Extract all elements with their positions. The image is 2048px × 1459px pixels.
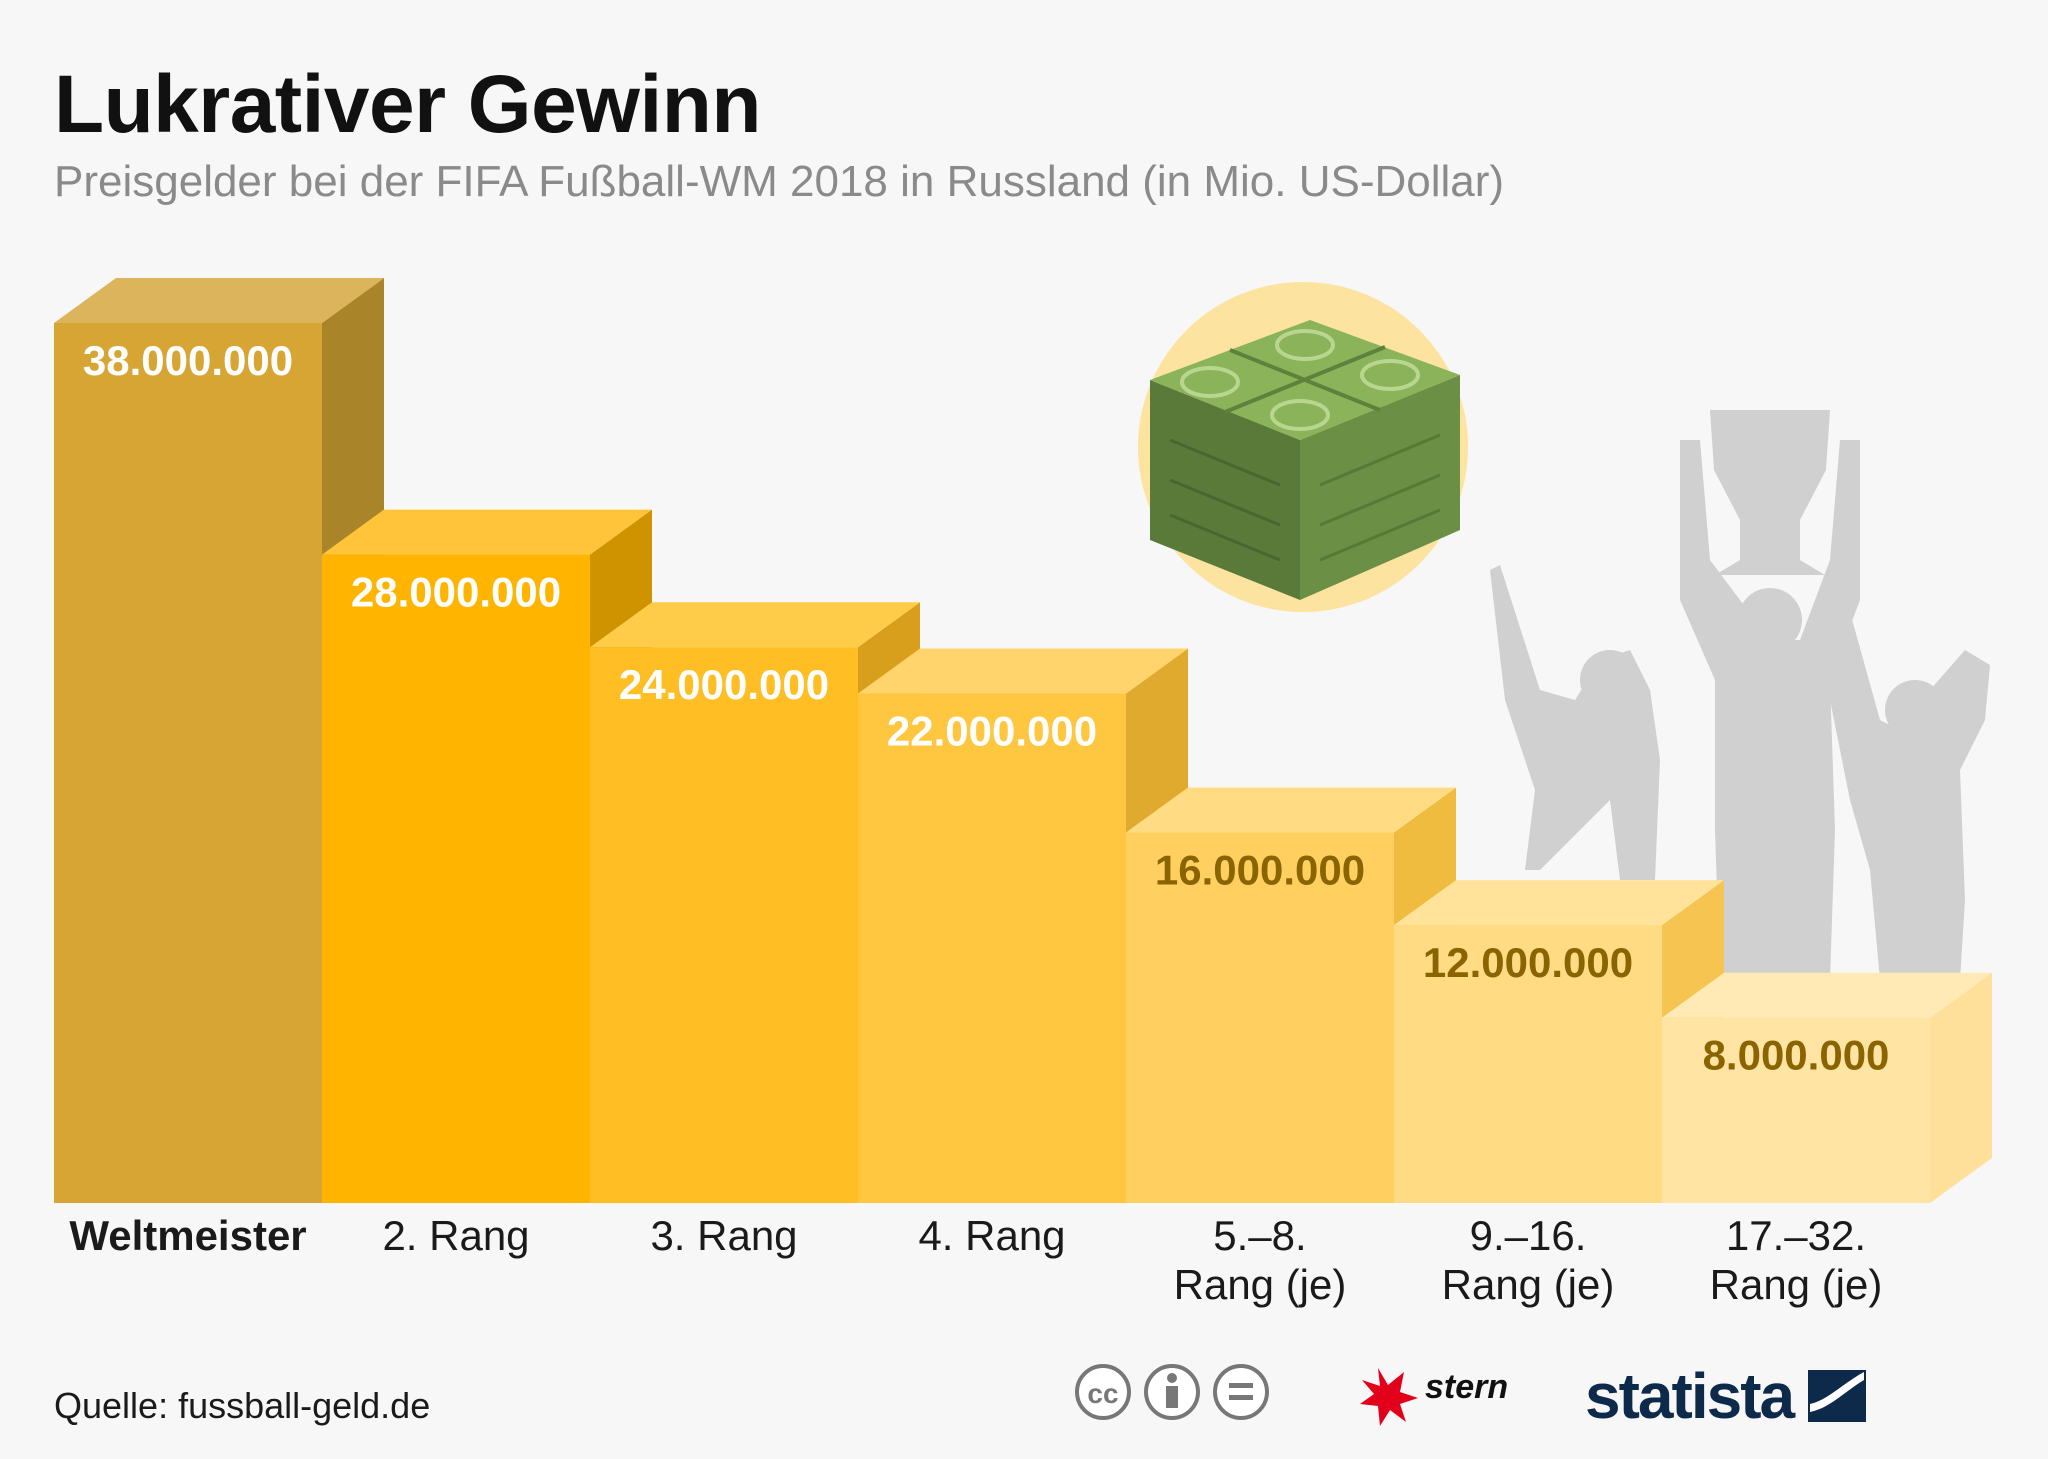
bar-front-5	[1126, 832, 1394, 1203]
category-label: 2. Rang	[382, 1212, 529, 1259]
category-label: 4. Rang	[918, 1212, 1065, 1259]
by-icon	[1144, 1364, 1200, 1420]
bar-5: 16.000.000 5.–8.Rang (je)	[1126, 787, 1456, 1308]
bar-value-label: 8.000.000	[1703, 1032, 1890, 1079]
bar-top-7	[1662, 972, 1992, 1018]
bar-value-label: 38.000.000	[83, 337, 293, 384]
chart-title: Lukrativer Gewinn	[54, 59, 761, 150]
bar-top-5	[1126, 787, 1456, 833]
category-label: 9.–16.	[1470, 1212, 1587, 1259]
bar-front-7	[1662, 1017, 1930, 1203]
statista-brand: statista	[1585, 1360, 1796, 1432]
svg-text:cc: cc	[1087, 1378, 1118, 1409]
bar-front-6	[1394, 925, 1662, 1203]
cc-icon: cc	[1075, 1364, 1131, 1420]
bar-value-label: 22.000.000	[887, 708, 1097, 755]
stern-brand: stern	[1425, 1368, 1508, 1406]
category-label: Rang (je)	[1710, 1261, 1883, 1308]
bar-value-label: 12.000.000	[1423, 939, 1633, 986]
category-label: 17.–32.	[1726, 1212, 1866, 1259]
money-stack-icon	[1138, 282, 1468, 612]
category-label: Rang (je)	[1442, 1261, 1615, 1308]
category-label: 3. Rang	[650, 1212, 797, 1259]
bar-top-1	[54, 278, 384, 323]
stern-logo: stern	[1360, 1368, 1508, 1426]
chart-subtitle: Preisgelder bei der FIFA Fußball-WM 2018…	[54, 157, 1505, 206]
bar-7: 8.000.000 17.–32.Rang (je)	[1662, 972, 1992, 1308]
category-label: 5.–8.	[1213, 1212, 1306, 1259]
statista-logo: statista	[1585, 1360, 1866, 1432]
bar-top-2	[322, 509, 652, 555]
bar-top-6	[1394, 880, 1724, 926]
bar-top-3	[590, 602, 920, 648]
bar-front-2	[322, 554, 590, 1203]
bar-front-4	[858, 693, 1126, 1203]
category-label: Weltmeister	[69, 1212, 306, 1259]
bar-top-4	[858, 648, 1188, 694]
source-note: Quelle: fussball-geld.de	[54, 1385, 431, 1426]
bar-value-label: 16.000.000	[1155, 846, 1365, 893]
bar-front-3	[590, 647, 858, 1203]
nd-icon	[1213, 1364, 1269, 1420]
category-label: Rang (je)	[1174, 1261, 1347, 1308]
bar-value-label: 28.000.000	[351, 569, 561, 616]
bar-side-7	[1930, 972, 1992, 1203]
bar-6: 12.000.000 9.–16.Rang (je)	[1394, 880, 1724, 1308]
bar-value-label: 24.000.000	[619, 661, 829, 708]
bar-front-1	[54, 323, 322, 1203]
players-silhouette-icon	[1490, 410, 1990, 980]
